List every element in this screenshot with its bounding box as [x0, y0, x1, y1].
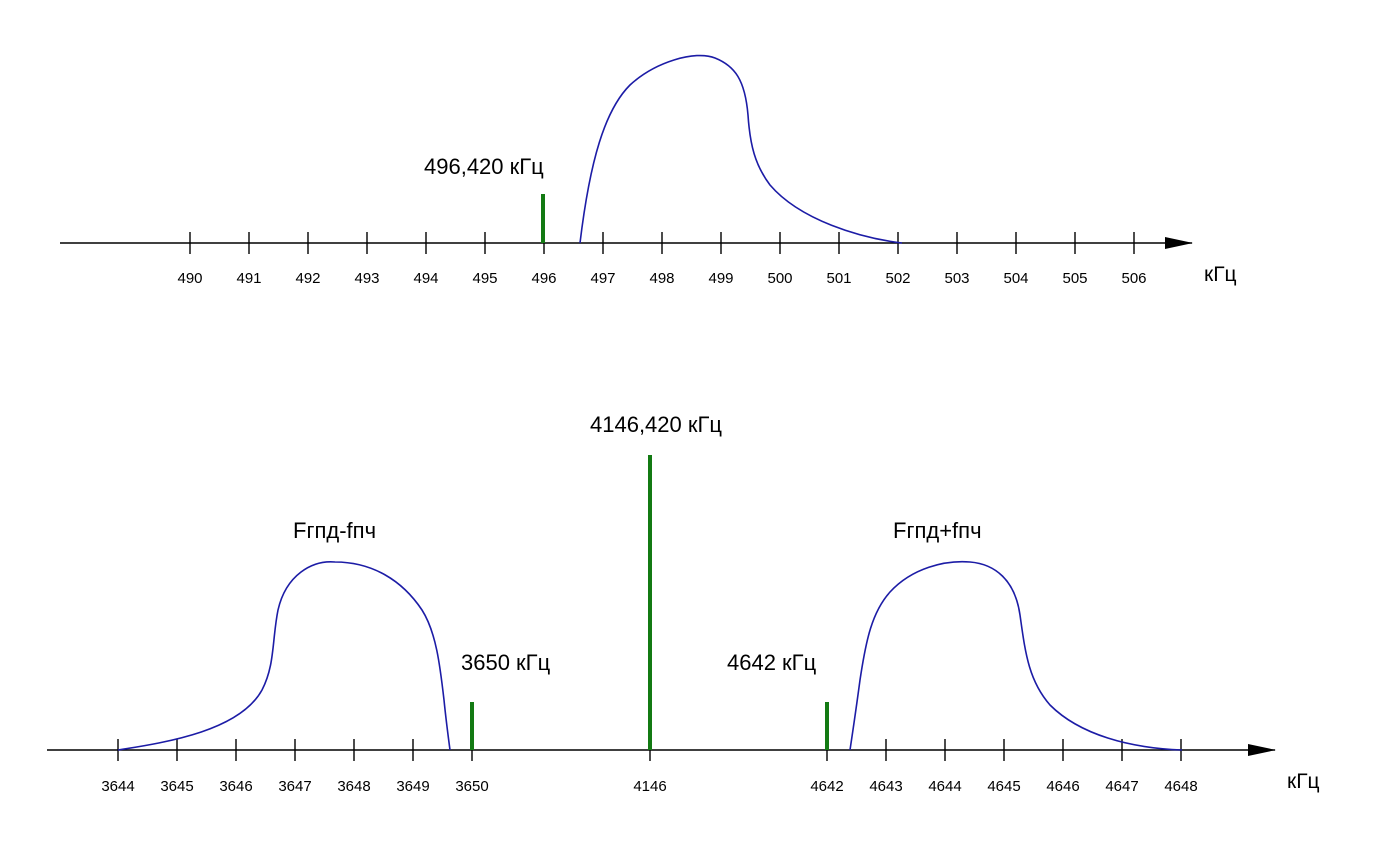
top-axis-tick-label-505: 505	[1062, 270, 1087, 287]
top-axis-tick-label-506: 506	[1121, 270, 1146, 287]
carrier-label-3650: 3650 кГц	[461, 650, 551, 675]
bottom-axis-tick-label-4644: 4644	[928, 778, 961, 795]
top-axis-tick-label-492: 492	[295, 270, 320, 287]
bottom-axis-tick-label-4648: 4648	[1164, 778, 1197, 795]
bottom-axis-tick-label-4643: 4643	[869, 778, 902, 795]
bottom-axis-tick-label-3647: 3647	[278, 778, 311, 795]
top-axis-tick-label-504: 504	[1003, 270, 1028, 287]
top-axis-tick-label-491: 491	[236, 270, 261, 287]
top-axis-tick-label-495: 495	[472, 270, 497, 287]
bottom-spectrum: 3644 3645 3646 3647 3648 3649 3650 4146 4642 4643…	[47, 412, 1320, 795]
top-axis-ticks: 490 491 492 493 494 495 496 497 498 499 500 501 502 5…	[177, 232, 1147, 287]
bottom-axis-tick-label-4642: 4642	[810, 778, 843, 795]
top-axis-tick-label-494: 494	[413, 270, 438, 287]
bottom-axis-tick-label-4646: 4646	[1046, 778, 1079, 795]
top-axis-tick-label-503: 503	[944, 270, 969, 287]
top-spectrum: 490 491 492 493 494 495 496 497 498 499 500 501 502 5…	[60, 54, 1237, 287]
upper-sideband-curve	[849, 560, 1183, 751]
top-axis-tick-label-490: 490	[177, 270, 202, 287]
bottom-axis-tick-label-3649: 3649	[396, 778, 429, 795]
lower-sideband-curve	[117, 561, 451, 751]
top-axis-tick-label-500: 500	[767, 270, 792, 287]
top-axis-tick-label-499: 499	[708, 270, 733, 287]
top-axis-tick-label-498: 498	[649, 270, 674, 287]
bottom-axis-unit-label: кГц	[1287, 770, 1320, 793]
bottom-axis-tick-label-3646: 3646	[219, 778, 252, 795]
bottom-axis-tick-label-3645: 3645	[160, 778, 193, 795]
bottom-axis-tick-label-3644: 3644	[101, 778, 134, 795]
top-axis-tick-label-493: 493	[354, 270, 379, 287]
top-axis-tick-label-496: 496	[531, 270, 556, 287]
bottom-axis-tick-label-4647: 4647	[1105, 778, 1138, 795]
carrier-label-4642: 4642 кГц	[727, 650, 817, 675]
carrier-label-4146: 4146,420 кГц	[590, 412, 722, 437]
top-carrier-label: 496,420 кГц	[424, 154, 544, 179]
top-axis-tick-label-497: 497	[590, 270, 615, 287]
lower-sideband-label: Fгпд-fпч	[293, 518, 376, 543]
upper-sideband-label: Fгпд+fпч	[893, 518, 982, 543]
top-axis-tick-label-502: 502	[885, 270, 910, 287]
top-sideband-curve	[579, 54, 903, 244]
bottom-axis-tick-label-3648: 3648	[337, 778, 370, 795]
top-axis-tick-label-501: 501	[826, 270, 851, 287]
bottom-axis-tick-label-4645: 4645	[987, 778, 1020, 795]
top-axis-unit-label: кГц	[1204, 263, 1237, 286]
bottom-axis-tick-label-4146: 4146	[633, 778, 666, 795]
bottom-axis-tick-label-3650: 3650	[455, 778, 488, 795]
